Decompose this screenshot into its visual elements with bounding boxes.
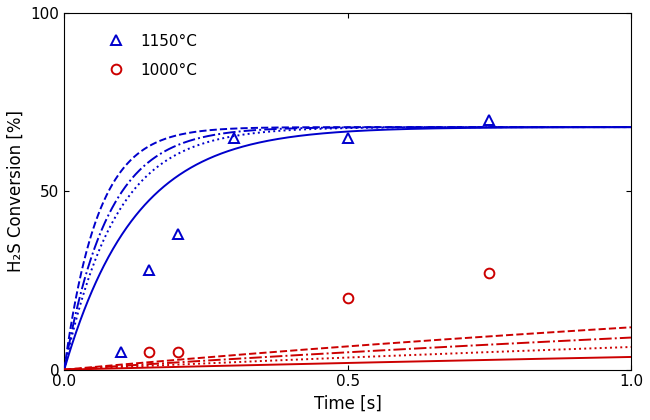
- X-axis label: Time [s]: Time [s]: [314, 395, 382, 413]
- Y-axis label: H₂S Conversion [%]: H₂S Conversion [%]: [7, 110, 25, 272]
- Legend: 1150°C, 1000°C: 1150°C, 1000°C: [94, 28, 203, 84]
